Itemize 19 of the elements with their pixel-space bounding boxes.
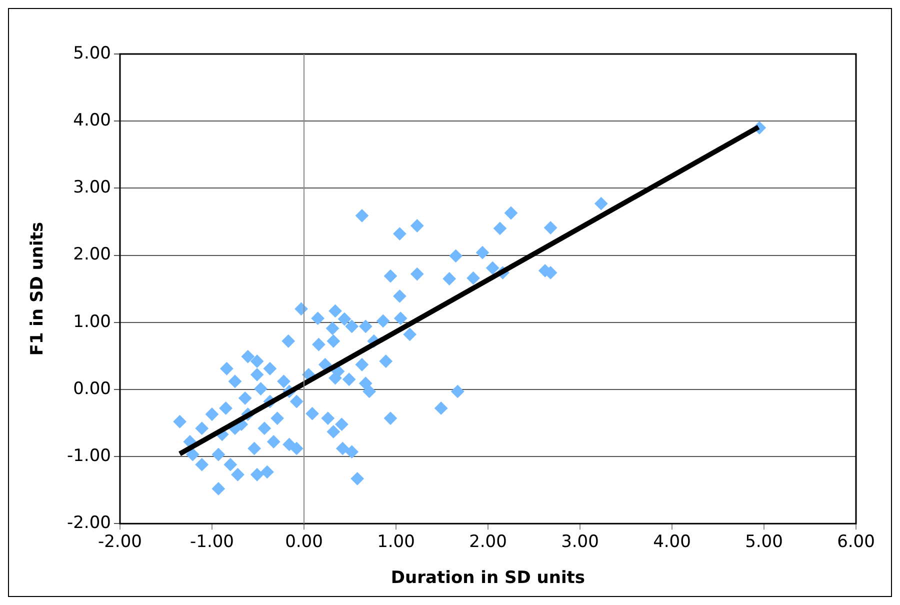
x-tick-label: 5.00 bbox=[745, 532, 783, 552]
y-tick-label: 4.00 bbox=[73, 110, 111, 131]
y-tick-label: 1.00 bbox=[73, 312, 111, 332]
y-tick-label: 0.00 bbox=[73, 378, 111, 399]
y-tick-label: -2.00 bbox=[66, 513, 111, 534]
x-tick-label: 4.00 bbox=[653, 532, 691, 552]
x-tick-label: -2.00 bbox=[98, 532, 142, 552]
y-tick-label: 3.00 bbox=[73, 178, 111, 198]
x-tick-label: 0.00 bbox=[285, 532, 323, 552]
y-tick-label: 5.00 bbox=[73, 43, 111, 64]
x-tick-label: 6.00 bbox=[837, 532, 875, 552]
y-axis-title: F1 in SD units bbox=[27, 222, 48, 356]
y-tick-label: 2.00 bbox=[73, 244, 111, 265]
x-tick-label: -1.00 bbox=[190, 532, 234, 552]
x-axis-title: Duration in SD units bbox=[390, 568, 586, 588]
x-tick-label: 1.00 bbox=[377, 532, 415, 552]
x-tick-label: 3.00 bbox=[561, 532, 599, 552]
y-tick-label: -1.00 bbox=[66, 446, 111, 466]
x-tick-label: 2.00 bbox=[469, 532, 507, 552]
